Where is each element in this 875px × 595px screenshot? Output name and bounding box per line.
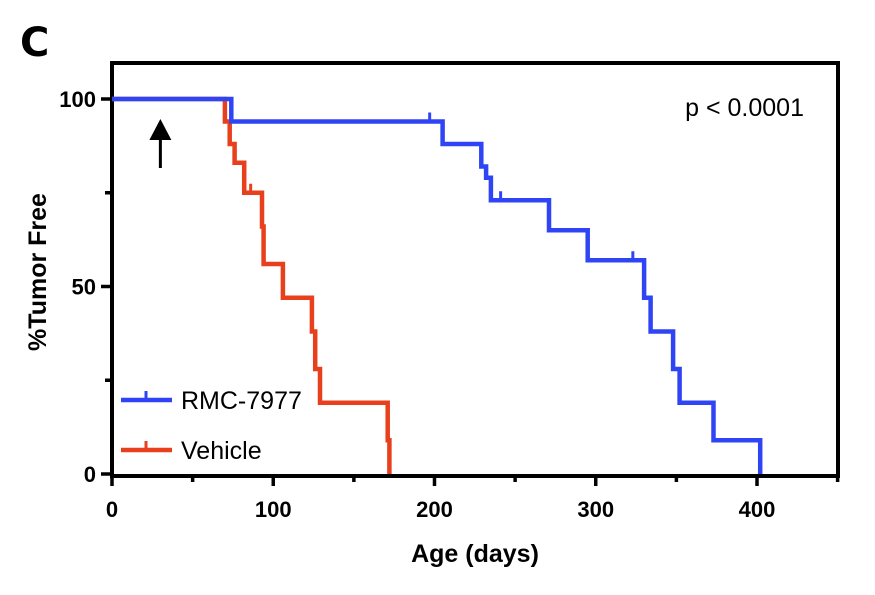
y-tick-label: 0	[84, 462, 96, 487]
y-axis: 0 50 100	[59, 87, 112, 487]
x-tick-label: 400	[739, 497, 776, 522]
x-axis: 0 100 200 300 400	[106, 476, 840, 522]
legend-label-rmc-7977: RMC-7977	[181, 387, 302, 415]
treatment-start-arrow-icon	[149, 119, 172, 168]
p-value-annotation: p < 0.0001	[685, 94, 804, 122]
legend: RMC-7977 Vehicle	[121, 387, 302, 465]
x-tick-label: 300	[577, 497, 614, 522]
x-tick-label: 0	[106, 497, 118, 522]
panel-label: C	[20, 20, 49, 66]
x-axis-title: Age (days)	[411, 540, 539, 568]
x-tick-label: 200	[416, 497, 453, 522]
legend-label-vehicle: Vehicle	[181, 437, 262, 465]
series-line-rmc-7977	[112, 96, 763, 474]
plot-frame	[110, 61, 840, 478]
x-tick-label: 100	[255, 497, 292, 522]
y-axis-title: %Tumor Free	[24, 193, 52, 351]
y-tick-label: 50	[72, 275, 96, 300]
series-line-vehicle	[112, 96, 392, 474]
series-layer	[112, 96, 763, 474]
y-tick-label: 100	[59, 87, 96, 112]
arrow-head	[149, 119, 172, 140]
plot-border	[110, 61, 840, 478]
